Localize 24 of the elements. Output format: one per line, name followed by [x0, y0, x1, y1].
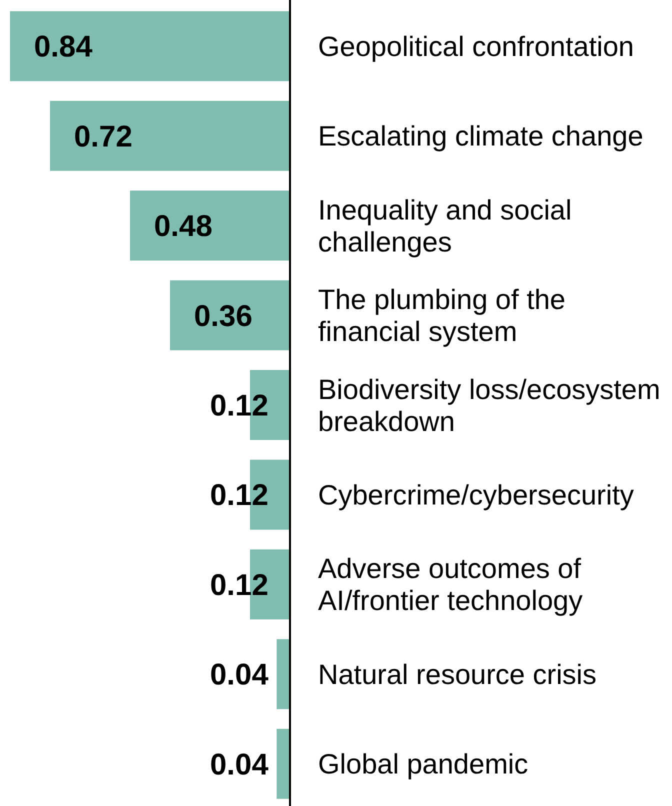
data-label: 0.12: [210, 479, 268, 512]
y-tick-label: Biodiversity loss/ecosystem breakdown: [318, 374, 660, 437]
data-label: 0.72: [74, 120, 132, 154]
y-tick-label: Inequality and social challenges: [318, 194, 572, 258]
data-label: 0.04: [210, 748, 269, 782]
bar: [276, 728, 290, 799]
y-tick-label: Natural resource crisis: [318, 658, 597, 690]
y-tick-label: Geopolitical confrontation: [318, 30, 634, 62]
data-label: 0.12: [210, 568, 268, 602]
data-label: 0.84: [34, 30, 93, 64]
y-tick-label: Cybercrime/cybersecurity: [318, 480, 634, 511]
y-tick-label: The plumbing of the financial system: [318, 284, 566, 348]
bar: [130, 190, 290, 261]
bar: [276, 639, 290, 710]
y-tick-label: Global pandemic: [318, 748, 528, 780]
data-label: 0.12: [210, 390, 268, 422]
bar: [10, 11, 290, 82]
bar: [50, 100, 290, 171]
bar: [170, 280, 290, 350]
data-label: 0.36: [194, 300, 252, 333]
data-label: 0.48: [154, 210, 212, 244]
y-tick-label: Escalating climate change: [318, 120, 644, 152]
y-tick-label: Adverse outcomes of AI/frontier technology: [318, 553, 583, 616]
data-label: 0.04: [210, 658, 269, 692]
